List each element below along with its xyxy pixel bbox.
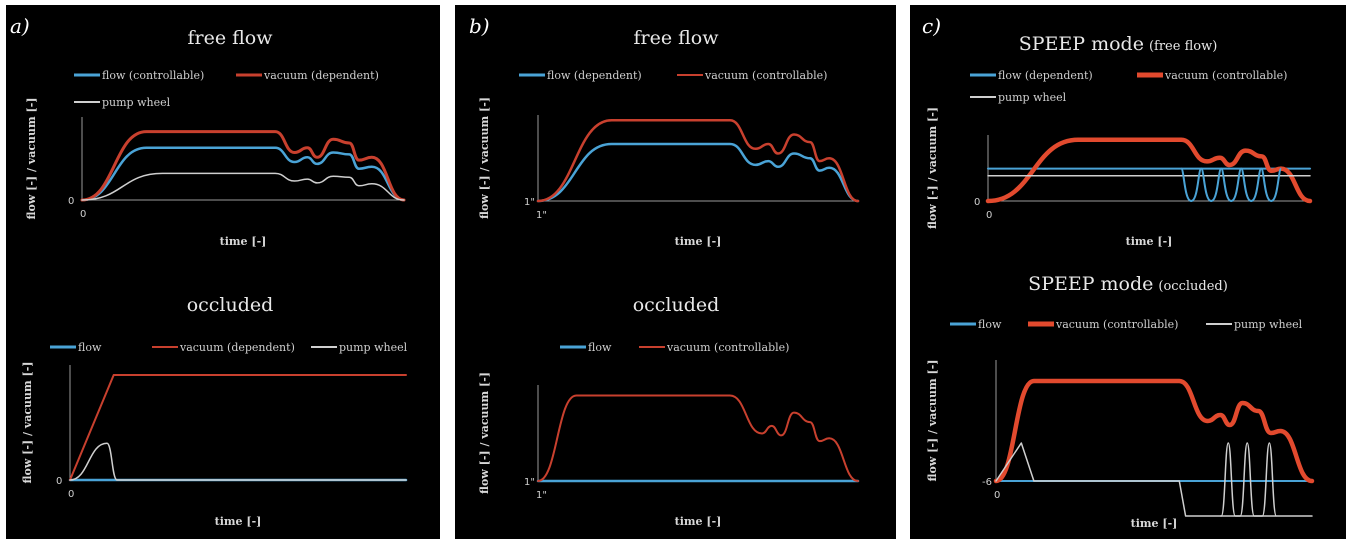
panel-a-top-y-tick: 0	[68, 196, 74, 207]
panel-c-top-legend-label-1: flow (dependent)	[998, 69, 1093, 82]
panel-b-bottom-y-tick: 1"	[524, 477, 535, 488]
panel-c-top-flow-oscillation	[1180, 167, 1283, 203]
panel-a-bottom-legend-label-3: pump wheel	[339, 341, 408, 354]
panel-c-bottom-x-tick: 0	[994, 490, 1000, 501]
panel-a-top-legend-label-2: vacuum (dependent)	[263, 69, 379, 82]
panel-b-bottom-legend-label-2: vacuum (controllable)	[666, 341, 789, 354]
panel-c-top-legend-label-2: vacuum (controllable)	[1164, 69, 1287, 82]
panel-a-bottom-y-tick: 0	[56, 476, 62, 487]
panel-c-bottom-legend-label-2: vacuum (controllable)	[1055, 318, 1178, 331]
panel-b-bottom-title: occluded	[633, 294, 720, 316]
panel-c-bottom-title: SPEEP mode (occluded)	[1028, 273, 1228, 295]
panel-a-top-legend-label-1: flow (controllable)	[102, 69, 204, 82]
panel-a-bottom-series-3	[69, 442, 407, 481]
panel-b-bottom-x-label: time [-]	[675, 515, 722, 528]
panel-a-bottom-y-label: flow [-] / vacuum [-]	[21, 362, 34, 484]
panel-b-bottom-y-label: flow [-] / vacuum [-]	[478, 372, 491, 494]
panel-c-bottom-series-2	[993, 378, 1315, 484]
panel-c-bottom-x-label: time [-]	[1131, 517, 1178, 530]
panel-b-top-x-label: time [-]	[675, 235, 722, 248]
panel-c-bottom-legend-label-3: pump wheel	[1234, 318, 1303, 331]
panel-b-top-legend-label-2: vacuum (controllable)	[704, 69, 827, 82]
panel-b-top-series-1	[536, 142, 860, 203]
panel-c-top-y-tick: 0	[974, 197, 980, 208]
panel-a-top-x-label: time [-]	[220, 235, 267, 248]
panel-a-bottom-legend-label-1: flow	[78, 341, 102, 354]
panel-b-bottom-series-2	[537, 394, 859, 482]
panel-c-bottom-y-label: flow [-] / vacuum [-]	[926, 360, 939, 482]
panel-a-top-series-1	[80, 146, 406, 202]
panel-c: c) SPEEP mode (free flow) flow (dependent) v…	[910, 5, 1346, 539]
panel-a: a) free flow flow (controllable) vacuum (de…	[6, 5, 440, 539]
panel-c-top-series-2	[985, 137, 1313, 204]
panel-c-bottom-pump-oscillation	[1220, 442, 1278, 517]
panel-a-top-legend-label-3: pump wheel	[102, 96, 171, 109]
panel-a-top-series-2	[80, 130, 406, 202]
panel-b-label: b)	[469, 14, 490, 38]
panel-a-chart: a) free flow flow (controllable) vacuum (de…	[10, 14, 408, 528]
panel-b-top-legend-label-1: flow (dependent)	[547, 69, 642, 82]
panel-a-bottom-x-tick: 0	[68, 489, 74, 500]
panel-b: b) free flow flow (dependent) vacuum (contr…	[455, 5, 896, 539]
panel-c-top-y-label: flow [-] / vacuum [-]	[926, 107, 939, 229]
panel-c-label: c)	[922, 14, 941, 38]
panel-c-top-x-tick: 0	[986, 210, 992, 221]
panel-a-top-y-label: flow [-] / vacuum [-]	[25, 98, 38, 220]
panel-a-top-title: free flow	[187, 27, 273, 49]
panel-b-bottom-legend-label-1: flow	[588, 341, 612, 354]
panel-c-top-x-label: time [-]	[1126, 235, 1173, 248]
panel-c-chart: c) SPEEP mode (free flow) flow (dependent) v…	[922, 14, 1315, 530]
panel-a-bottom-x-label: time [-]	[215, 515, 262, 528]
panel-c-bottom-y-tick: -6	[982, 477, 992, 488]
panel-c-bottom-series-3	[995, 442, 1313, 517]
panel-b-top-series-2	[536, 119, 860, 203]
panel-a-top-x-tick: 0	[80, 209, 86, 220]
panel-a-bottom-series-2	[69, 374, 407, 481]
panel-c-top-title: SPEEP mode (free flow)	[1019, 33, 1218, 55]
panel-b-chart: b) free flow flow (dependent) vacuum (contr…	[469, 14, 860, 528]
panel-a-bottom-title: occluded	[187, 294, 274, 316]
panel-c-top-legend-label-3: pump wheel	[998, 91, 1067, 104]
panel-a-bottom-legend-label-2: vacuum (dependent)	[179, 341, 295, 354]
panel-b-top-y-tick: 1"	[524, 197, 535, 208]
panel-b-top-title: free flow	[633, 27, 719, 49]
panel-b-top-y-label: flow [-] / vacuum [-]	[478, 97, 491, 219]
panel-b-top-x-tick: 1"	[536, 210, 547, 221]
panel-b-bottom-x-tick: 1"	[536, 490, 547, 501]
panel-c-bottom-legend-label-1: flow	[978, 318, 1002, 331]
panel-a-top-series-3	[81, 172, 405, 201]
panel-a-label: a)	[10, 14, 30, 38]
